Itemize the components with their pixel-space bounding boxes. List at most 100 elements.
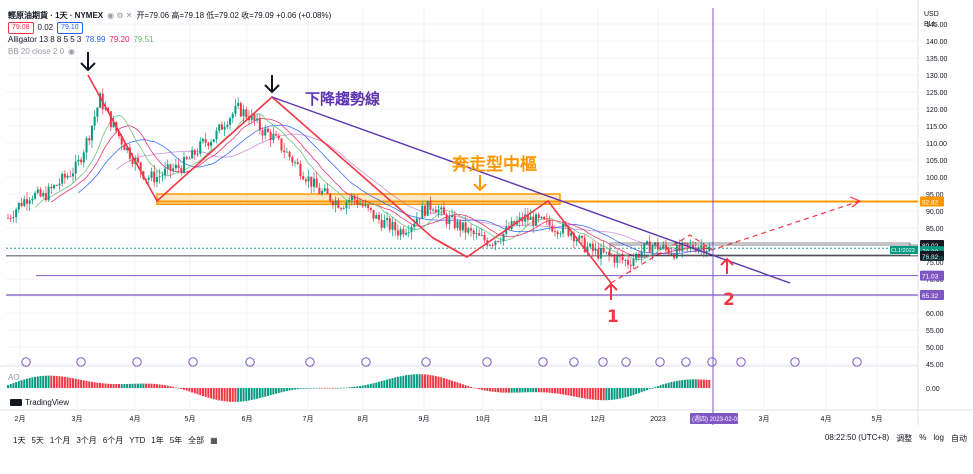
- ao-bar: [93, 382, 96, 388]
- legend: 輕原油期貨 · 1天 · NYMEX ◉ ⚙ ✕ 开=79.06 高=79.18…: [8, 10, 331, 58]
- ao-bar: [364, 385, 367, 388]
- log-toggle[interactable]: log: [933, 433, 944, 442]
- ao-bar: [453, 381, 456, 388]
- indicator-bb[interactable]: BB 20 close 2 0: [8, 47, 65, 56]
- ao-bar: [656, 386, 659, 388]
- candle-body: [191, 150, 194, 159]
- candle-body: [342, 208, 345, 209]
- candle-body: [434, 209, 437, 213]
- mark-2-label: 2: [723, 290, 735, 310]
- adjust-toggle[interactable]: 调整: [896, 434, 913, 443]
- eye-icon[interactable]: ◉ ⚙ ✕: [107, 11, 133, 20]
- price-badge: [920, 270, 944, 281]
- candle-body: [526, 214, 529, 221]
- range-5y[interactable]: 5年: [169, 435, 183, 445]
- candle-body: [627, 260, 630, 265]
- percent-toggle[interactable]: %: [919, 433, 927, 442]
- clock-time[interactable]: 08:22:50 (UTC+8): [824, 433, 890, 442]
- x-axis[interactable]: 2月 3月 4月 5月 6月 7月 8月 9月 10月 11月 12月 2023 3月 4月 5月: [15, 415, 883, 423]
- indicator-alligator[interactable]: Alligator 13 8 8 5 5 3: [8, 35, 82, 44]
- y-axis[interactable]: 145.00 140.00 135.00 130.00 125.00 120.00 115.…: [926, 22, 948, 393]
- range-1y[interactable]: 1年: [151, 435, 164, 445]
- x-tick-label: 4月: [130, 415, 141, 423]
- ao-bar: [109, 383, 112, 388]
- ao-bar: [350, 387, 353, 388]
- candle-body: [432, 209, 435, 211]
- ao-bar: [486, 388, 489, 391]
- ao-bar: [553, 388, 556, 394]
- ao-bar: [250, 388, 253, 400]
- candle-body: [632, 259, 635, 266]
- range-3m[interactable]: 3个月: [76, 435, 97, 445]
- candle-body: [610, 255, 613, 257]
- ao-bar: [548, 388, 551, 393]
- ao-bar: [80, 379, 83, 388]
- sell-price[interactable]: 79.08: [8, 22, 34, 34]
- candle-body: [440, 207, 443, 210]
- ao-bar: [683, 379, 686, 388]
- candle-body: [618, 255, 621, 257]
- candle-body: [583, 237, 586, 253]
- candle-body: [575, 239, 578, 242]
- range-ytd[interactable]: YTD: [129, 435, 146, 445]
- ao-bar: [245, 388, 248, 401]
- ao-bar: [461, 384, 464, 388]
- ao-bar: [128, 383, 131, 388]
- x-tick-label: 3月: [72, 415, 83, 423]
- ao-bar: [675, 380, 678, 388]
- ao-bar: [556, 388, 559, 394]
- ao-bar: [204, 388, 207, 397]
- ao-bar: [594, 388, 597, 400]
- candle-body: [299, 163, 302, 177]
- candle-body: [7, 217, 9, 219]
- eye-icon[interactable]: ◉: [68, 47, 76, 56]
- candle-body: [199, 141, 202, 154]
- pivot-arrow-icon: [473, 175, 487, 192]
- ao-bar: [280, 388, 283, 393]
- ao-bar: [39, 376, 42, 388]
- range-1m[interactable]: 1个月: [49, 435, 71, 445]
- ao-bar: [502, 388, 505, 393]
- candle-body: [535, 214, 537, 226]
- symbol-title[interactable]: 輕原油期貨 · 1天 · NYMEX: [8, 11, 104, 20]
- range-1d[interactable]: 1天: [13, 435, 26, 445]
- ao-bar: [348, 387, 351, 388]
- ao-bar: [442, 378, 445, 388]
- range-5d[interactable]: 5天: [31, 435, 44, 445]
- buy-price[interactable]: 79.10: [57, 22, 83, 34]
- currency-label[interactable]: USD BLL: [924, 10, 939, 30]
- auto-toggle[interactable]: 自动: [951, 434, 967, 443]
- ao-bar: [177, 388, 180, 389]
- ao-bar: [296, 388, 299, 390]
- ao-bar: [150, 383, 153, 388]
- candle-body: [407, 232, 410, 234]
- ao-bar: [353, 386, 356, 388]
- ao-bar: [391, 378, 394, 388]
- x-tick-label: 8月: [358, 415, 369, 423]
- ao-bar: [429, 375, 432, 388]
- candle-body: [15, 209, 18, 218]
- candle-body: [553, 231, 556, 233]
- range-6m[interactable]: 6个月: [102, 435, 124, 445]
- candle-body: [483, 235, 486, 241]
- candle-body: [421, 205, 424, 219]
- candle-body: [237, 103, 240, 106]
- event-icon: [621, 357, 631, 367]
- candle-body: [675, 245, 678, 259]
- range-all[interactable]: 全部: [188, 435, 205, 445]
- candle-body: [356, 199, 359, 205]
- calendar-icon[interactable]: ▦: [210, 435, 218, 445]
- candle-body: [654, 242, 657, 246]
- candle-body: [231, 113, 234, 119]
- range-bar: 1天 5天 1个月 3个月 6个月 YTD 1年 5年 全部 ▦: [0, 430, 973, 450]
- ao-bar: [700, 379, 703, 388]
- tradingview-logo[interactable]: TradingView: [10, 398, 69, 407]
- indicator-ao[interactable]: AO: [8, 373, 20, 382]
- ao-bar: [283, 388, 286, 392]
- candle-body: [66, 175, 69, 178]
- up-arrow-icon: [604, 282, 618, 300]
- ao-bar: [535, 388, 537, 393]
- x-tick-label: 7月: [303, 415, 314, 423]
